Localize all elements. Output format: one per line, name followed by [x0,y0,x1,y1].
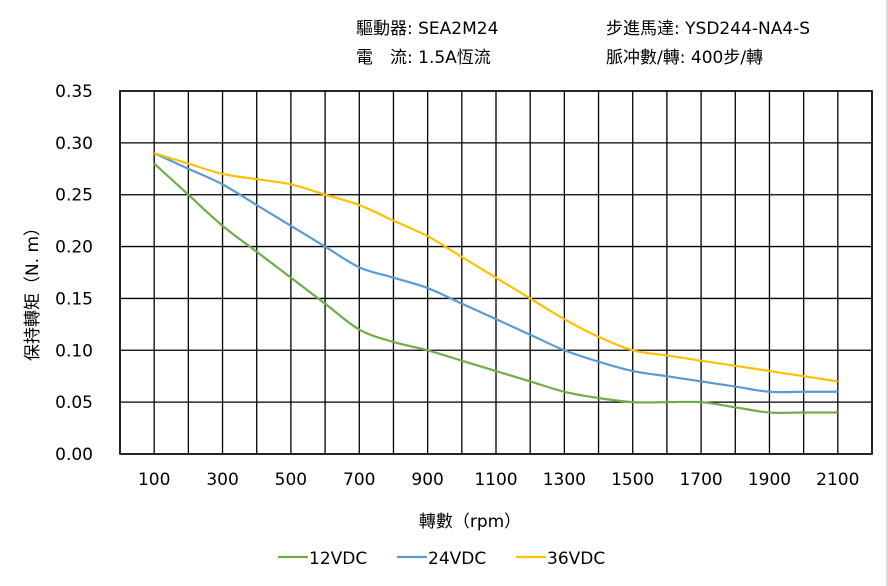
driver-label: 驅動器: [356,19,413,39]
x-axis-label: 轉數（rpm） [419,512,521,532]
pulse-value: 400步/轉 [690,48,764,68]
current-value: 1.5A恆流 [418,48,491,68]
y-tick-label: 0.35 [55,82,93,102]
frame-border [886,0,888,586]
x-tick-label: 300 [206,470,238,490]
legend: 12VDC 24VDC 36VDC [278,549,605,569]
y-tick-label: 0.25 [55,186,93,206]
pulse-label: 脈冲數/轉: [606,48,686,68]
y-tick-label: 0.20 [55,238,93,258]
x-tick-label: 100 [138,470,170,490]
legend-label-36VDC: 36VDC [547,549,605,569]
series-line-36VDC [153,152,838,383]
x-tick-label: 900 [411,470,443,490]
y-tick-label: 0.30 [55,134,93,154]
x-tick-label: 1300 [543,470,586,490]
x-tick-label: 2100 [816,470,859,490]
x-tick-label: 500 [275,470,307,490]
y-tick-label: 0.05 [55,393,93,413]
motor-value: YSD244-NA4-S [685,19,811,39]
x-tick-label: 1100 [474,470,517,490]
legend-label-12VDC: 12VDC [309,549,367,569]
motor-info: 步進馬達: YSD244-NA4-S [606,14,810,39]
x-tick-labels: 100 300 500 700 900 1100 1300 1500 1700 1900 2100 [138,470,859,490]
driver-value: SEA2M24 [418,19,499,39]
driver-info: 驅動器: SEA2M24 [356,14,498,39]
motor-label: 步進馬達: [606,19,680,39]
y-tick-label: 0.15 [55,289,93,309]
plot-border [119,90,873,455]
legend-label-24VDC: 24VDC [428,549,486,569]
pulse-info: 脈冲數/轉: 400步/轉 [606,43,763,68]
current-label: 電 流: [356,48,413,68]
y-tick-label: 0.00 [55,445,93,465]
y-tick-labels: 0.00 0.05 0.10 0.15 0.20 0.25 0.30 0.35 [55,82,93,465]
x-tick-label: 1500 [611,470,654,490]
series-lines [153,152,838,414]
x-tick-label: 1900 [748,470,791,490]
current-info: 電 流: 1.5A恆流 [356,43,491,68]
series-line-24VDC [153,152,838,394]
y-axis-label: 保持轉矩（N. m） [23,219,43,361]
x-tick-label: 700 [343,470,375,490]
series-line-12VDC [153,162,838,414]
x-tick-label: 1700 [679,470,722,490]
grid [119,90,873,455]
y-tick-label: 0.10 [55,341,93,361]
